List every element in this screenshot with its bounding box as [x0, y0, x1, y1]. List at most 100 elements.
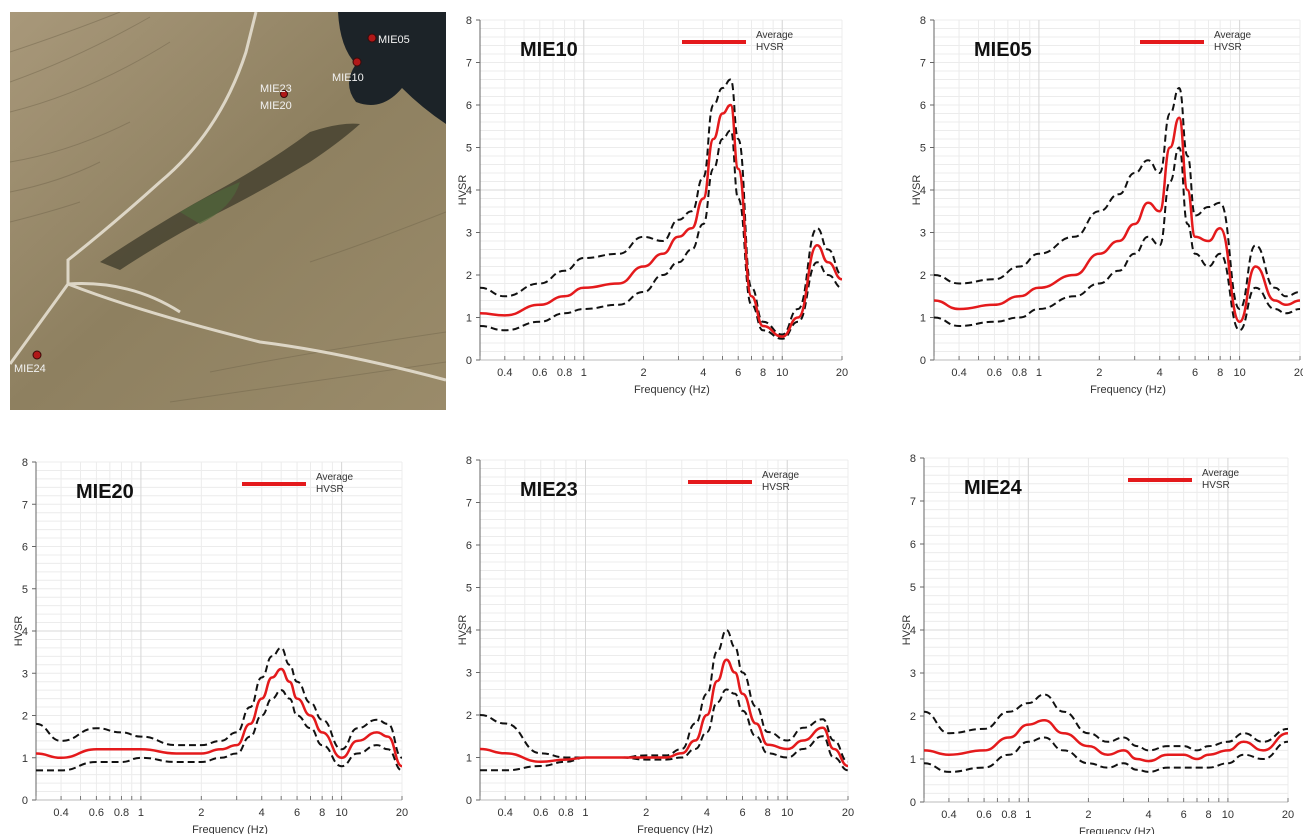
site-marker-mie24[interactable]: MIE24: [14, 350, 46, 375]
y-tick-label: 2: [910, 711, 916, 723]
x-tick-label: 6: [735, 367, 741, 379]
legend-label-line2: HVSR: [1214, 42, 1242, 53]
site-label-mie23: MIE23: [260, 83, 292, 95]
x-tick-label: 6: [1192, 367, 1198, 379]
x-tick-label: 0.8: [114, 807, 129, 819]
x-tick-label: 0.6: [987, 367, 1002, 379]
x-axis-label: Frequency (Hz): [1079, 826, 1155, 834]
y-tick-label: 7: [466, 498, 472, 510]
std-dev-dashed-line: [923, 736, 1289, 773]
y-tick-label: 8: [466, 455, 472, 467]
hvsr-chart-mie05: 0 1 2 3 4 5 6 7 8 0.4 0.6 0.8 1 2 4 6 8 10 20 Frequency (Hz…: [908, 6, 1303, 406]
y-tick-label: 0: [910, 797, 916, 809]
x-tick-label: 10: [1222, 809, 1234, 821]
legend-label-line1: Average: [762, 470, 800, 481]
major-grid: [934, 20, 1300, 360]
y-tick-label: 8: [466, 15, 472, 27]
x-tick-label: 6: [1181, 809, 1187, 821]
hvsr-chart-mie10: 0 1 2 3 4 5 6 7 8 0.4 0.6 0.8 1 2 4 6 8 10 20 Frequency (Hz…: [452, 6, 852, 406]
site-marker-mie23[interactable]: MIE23: [260, 83, 292, 98]
hvsr-chart-mie23: 0 1 2 3 4 5 6 7 8 0.4 0.6 0.8 1 2 4 6 8 10 20 Frequency (Hz…: [450, 448, 860, 834]
y-tick-label: 4: [910, 625, 916, 637]
x-tick-label: 0.8: [1012, 367, 1027, 379]
y-tick-label: 2: [466, 710, 472, 722]
y-tick-label: 6: [920, 100, 926, 112]
x-tick-label: 1: [138, 807, 144, 819]
x-tick-label: 0.4: [498, 807, 513, 819]
y-tick-label: 3: [22, 668, 28, 680]
station-title: MIE20: [76, 481, 134, 503]
major-grid: [36, 462, 402, 800]
x-tick-label: 8: [319, 807, 325, 819]
y-tick-label: 7: [910, 496, 916, 508]
legend-label-line1: Average: [316, 472, 354, 483]
y-tick-label: 2: [920, 270, 926, 282]
x-tick-label: 1: [581, 367, 587, 379]
average-hvsr-line: [923, 719, 1289, 763]
x-axis-label: Frequency (Hz): [1090, 384, 1166, 396]
x-tick-label: 8: [1217, 367, 1223, 379]
x-tick-label: 10: [335, 807, 347, 819]
y-tick-label: 5: [920, 143, 926, 155]
std-dev-dashed-line: [933, 86, 1301, 311]
y-tick-label: 5: [22, 584, 28, 596]
aerial-map-image: MIE05 MIE10 MIE23 MIE20 MIE24: [10, 12, 446, 410]
y-tick-label: 8: [920, 15, 926, 27]
x-tick-label: 2: [643, 807, 649, 819]
y-tick-label: 6: [22, 542, 28, 554]
y-tick-label: 1: [920, 313, 926, 325]
y-tick-label: 0: [466, 795, 472, 807]
y-tick-label: 2: [466, 270, 472, 282]
x-tick-label: 8: [1206, 809, 1212, 821]
x-tick-label: 4: [259, 807, 265, 819]
x-tick-label: 0.4: [53, 807, 68, 819]
x-tick-label: 0.4: [497, 367, 512, 379]
major-grid: [924, 458, 1288, 802]
y-tick-label: 7: [22, 499, 28, 511]
x-axis-label: Frequency (Hz): [637, 824, 713, 834]
legend-label-line2: HVSR: [1202, 480, 1230, 491]
x-tick-label: 0.6: [976, 809, 991, 821]
std-dev-dashed-line: [479, 688, 849, 772]
std-dev-dashed-line: [35, 646, 403, 759]
y-axis-label: HVSR: [901, 615, 913, 646]
average-hvsr-line: [35, 667, 403, 768]
site-marker-mie05[interactable]: MIE05: [367, 33, 410, 46]
legend-label-line1: Average: [1214, 30, 1252, 41]
site-label-mie10: MIE10: [332, 72, 364, 84]
major-grid: [480, 460, 848, 800]
x-tick-label: 4: [1157, 367, 1163, 379]
x-tick-label: 0.8: [557, 367, 572, 379]
legend-label-line2: HVSR: [762, 482, 790, 493]
x-tick-label: 6: [294, 807, 300, 819]
y-tick-label: 7: [920, 58, 926, 70]
x-tick-label: 20: [836, 367, 848, 379]
hvsr-chart-svg: 0 1 2 3 4 5 6 7 8 0.4 0.6 0.8 1 2 4 6 8 10 20 Frequency (Hz…: [901, 453, 1294, 834]
x-tick-label: 0.8: [1001, 809, 1016, 821]
y-tick-label: 4: [22, 626, 28, 638]
site-marker-mie20[interactable]: MIE20: [260, 100, 292, 112]
x-tick-label: 20: [1282, 809, 1294, 821]
x-tick-label: 4: [700, 367, 706, 379]
station-title: MIE23: [520, 479, 578, 501]
x-tick-label: 0.6: [532, 367, 547, 379]
average-hvsr-line: [479, 103, 843, 338]
x-axis-label: Frequency (Hz): [634, 384, 710, 396]
legend-label-line1: Average: [756, 30, 794, 41]
major-grid: [480, 20, 842, 360]
x-tick-label: 0.4: [951, 367, 966, 379]
y-tick-label: 0: [466, 355, 472, 367]
hvsr-chart-mie24: 0 1 2 3 4 5 6 7 8 0.4 0.6 0.8 1 2 4 6 8 10 20 Frequency (Hz…: [900, 444, 1303, 834]
std-dev-dashed-line: [36, 689, 403, 772]
legend-label-line2: HVSR: [316, 484, 344, 495]
x-tick-label: 2: [1085, 809, 1091, 821]
x-tick-label: 4: [704, 807, 710, 819]
x-tick-label: 6: [739, 807, 745, 819]
x-tick-label: 0.8: [558, 807, 573, 819]
site-marker-mie10[interactable]: MIE10: [332, 57, 364, 84]
y-tick-label: 0: [920, 355, 926, 367]
y-tick-label: 2: [22, 711, 28, 723]
x-tick-label: 10: [1233, 367, 1245, 379]
station-title: MIE10: [520, 39, 578, 61]
y-tick-label: 1: [910, 754, 916, 766]
